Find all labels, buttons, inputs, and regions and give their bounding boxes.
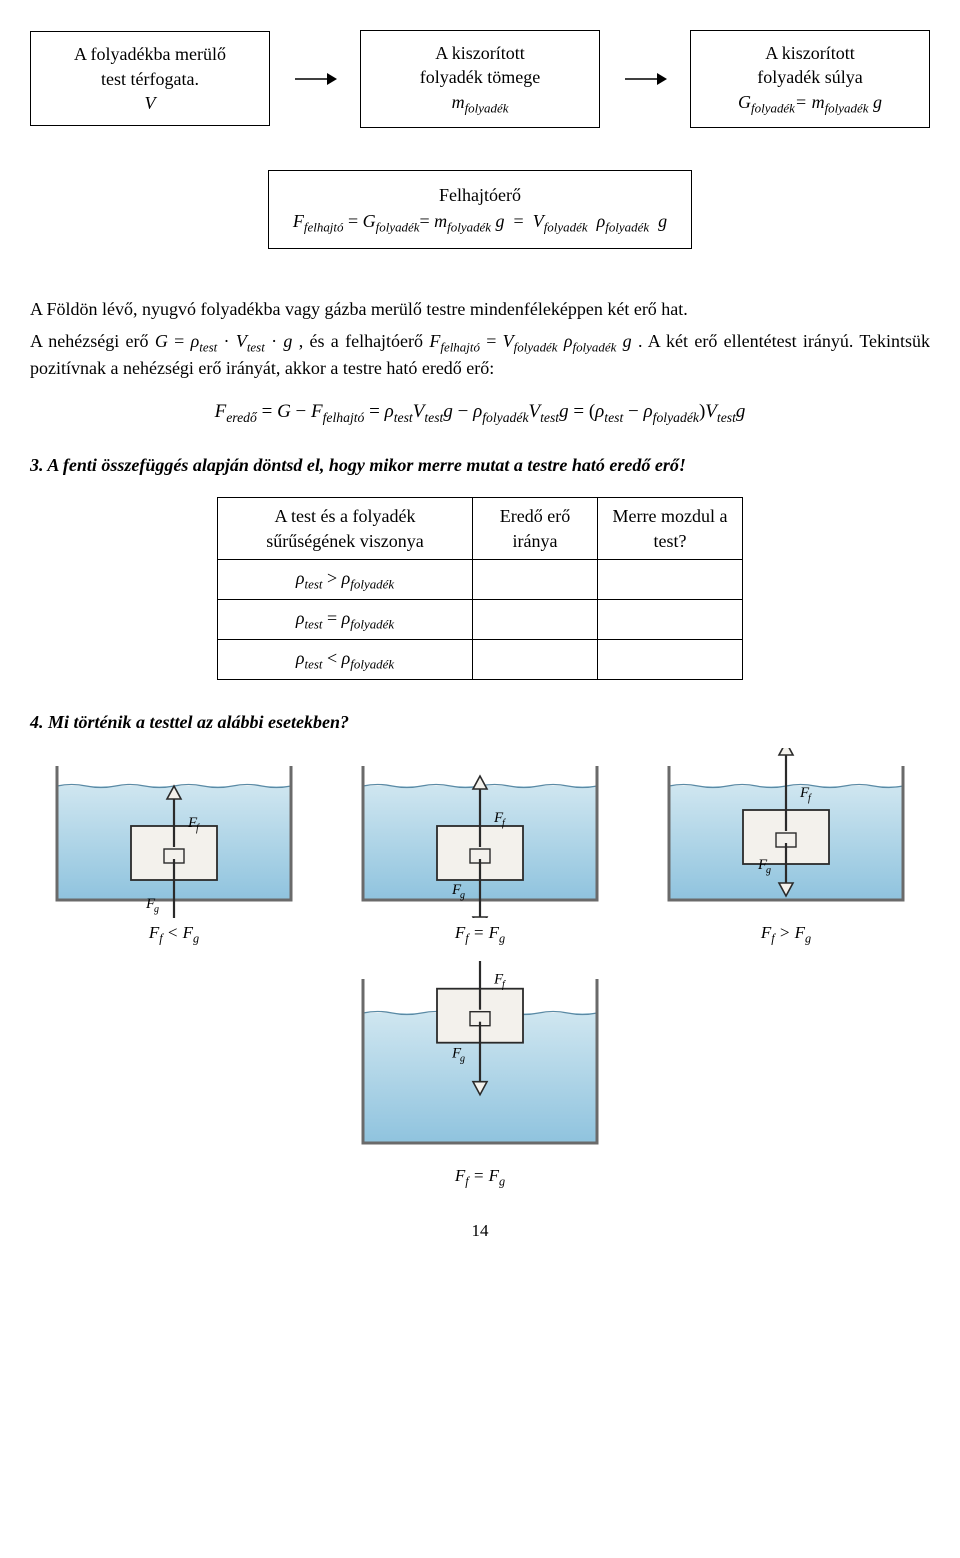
figure-caption: Ff < Fg [149, 922, 199, 947]
th-relation: A test és a folyadék sűrűségének viszony… [218, 498, 473, 560]
page-number: 14 [30, 1220, 930, 1243]
arrow-right-icon [623, 69, 667, 89]
figure-row-2: FfFg Ff = Fg [30, 961, 930, 1190]
paragraph-2: A nehézségi erő G = ρtest · Vtest · g , … [30, 329, 930, 380]
th-direction: Eredő erő iránya [473, 498, 598, 560]
figure-caption: Ff = Fg [455, 922, 505, 947]
main-formula-box: Felhajtóerő Ffelhajtó = Gfolyadék= mfoly… [268, 170, 692, 249]
paragraph-1-text: A Földön lévő, nyugvó folyadékba vagy gá… [30, 299, 688, 319]
paragraph-2b: , és a felhajtóerő [299, 331, 430, 351]
buoyancy-diagram-icon: FfFg [39, 748, 309, 918]
figure-cell: FfFg Ff > Fg [642, 748, 930, 947]
figure-cell: FfFg Ff = Fg [336, 748, 624, 947]
result-equation: Feredő = G − Ffelhajtó = ρtestVtestg − ρ… [30, 399, 930, 427]
flow-box-2-line2: folyadék tömege [375, 65, 585, 89]
table-row: ρtest < ρfolyadék [218, 640, 743, 680]
cell-empty [473, 559, 598, 599]
cell-relation-1: ρtest > ρfolyadék [218, 559, 473, 599]
flow-box-2-sym: mfolyadék [452, 92, 509, 112]
figure-caption: Ff = Fg [455, 1165, 505, 1190]
flow-box-3-line1: A kiszorított [705, 41, 915, 65]
cell-empty [473, 599, 598, 639]
paragraph-2a: A nehézségi erő [30, 331, 155, 351]
cell-empty [598, 640, 743, 680]
flow-box-3: A kiszorított folyadék súlya Gfolyadék= … [690, 30, 930, 128]
svg-text:g: g [154, 904, 159, 915]
cell-relation-2: ρtest = ρfolyadék [218, 599, 473, 639]
main-formula-eq: Ffelhajtó = Gfolyadék= mfolyadék g = Vfo… [293, 211, 667, 231]
flow-box-2: A kiszorított folyadék tömege mfolyadék [360, 30, 600, 128]
svg-text:g: g [766, 865, 771, 876]
cell-empty [598, 559, 743, 599]
figure-caption: Ff > Fg [761, 922, 811, 947]
flow-row: A folyadékba merülő test térfogata. V A … [30, 30, 930, 128]
cell-relation-3: ρtest < ρfolyadék [218, 640, 473, 680]
svg-text:g: g [460, 1054, 465, 1065]
cell-empty [598, 599, 743, 639]
main-formula-title: Felhajtóerő [293, 183, 667, 207]
svg-text:g: g [460, 890, 465, 901]
flow-box-1-line2: test térfogata. [45, 67, 255, 91]
arrow-right-icon [293, 69, 337, 89]
figure-row-1: FfFg Ff < Fg FfFg Ff = Fg FfFg Ff > Fg [30, 748, 930, 947]
table-row: ρtest > ρfolyadék [218, 559, 743, 599]
table-row: ρtest = ρfolyadék [218, 599, 743, 639]
flow-box-1-sym: V [145, 93, 156, 113]
flow-box-3-line2: folyadék súlya [705, 65, 915, 89]
flow-box-1: A folyadékba merülő test térfogata. V [30, 31, 270, 126]
buoyancy-diagram-icon: FfFg [651, 748, 921, 918]
question-4: 4. Mi történik a testtel az alábbi esete… [30, 710, 930, 734]
question-3: 3. A fenti összefüggés alapján döntsd el… [30, 453, 930, 477]
th-motion: Merre mozdul a test? [598, 498, 743, 560]
buoyancy-diagram-icon: FfFg [345, 961, 615, 1161]
flow-box-2-line1: A kiszorított [375, 41, 585, 65]
density-table: A test és a folyadék sűrűségének viszony… [217, 497, 743, 680]
figure-cell: FfFg Ff < Fg [30, 748, 318, 947]
flow-box-1-line1: A folyadékba merülő [45, 42, 255, 66]
figure-cell: FfFg Ff = Fg [340, 961, 620, 1190]
flow-arrow-2 [623, 69, 667, 89]
flow-arrow-1 [293, 69, 337, 89]
flow-box-3-sym: Gfolyadék= mfolyadék g [738, 92, 882, 112]
cell-empty [473, 640, 598, 680]
paragraph-1: A Földön lévő, nyugvó folyadékba vagy gá… [30, 297, 930, 321]
buoyancy-diagram-icon: FfFg [345, 748, 615, 918]
